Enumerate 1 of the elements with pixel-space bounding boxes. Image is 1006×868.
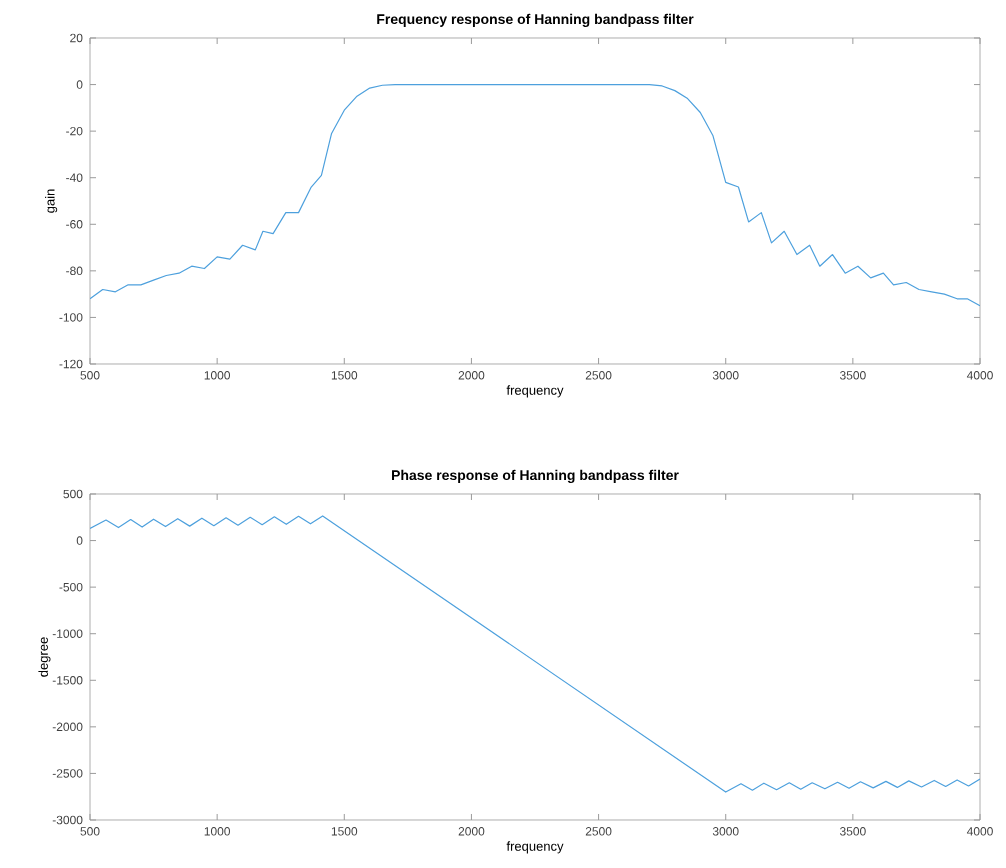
line-series: [90, 515, 981, 793]
